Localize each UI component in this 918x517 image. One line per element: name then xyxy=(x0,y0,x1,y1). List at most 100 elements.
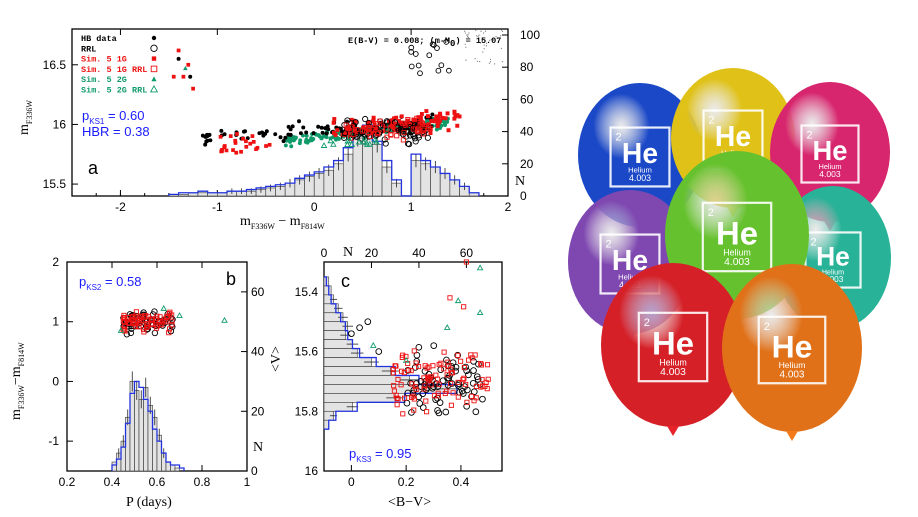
point-sim-2g xyxy=(441,119,446,124)
element-mass: 4.003 xyxy=(823,275,844,284)
point-sim-2g xyxy=(319,136,324,141)
point-hb-data xyxy=(316,124,321,129)
point-sim-1g-rrl xyxy=(461,375,467,381)
point-rrl xyxy=(429,41,436,48)
balloon-body xyxy=(578,83,702,227)
point-sim-1g xyxy=(251,140,256,144)
point-rrl xyxy=(465,371,472,379)
point-sim-1g xyxy=(344,127,349,132)
y-tick-label: 16 xyxy=(53,117,67,131)
point-sim-1g-rrl xyxy=(485,376,491,382)
element-name: Helium xyxy=(818,162,841,171)
balloon-shade xyxy=(770,82,890,222)
legend-marker xyxy=(151,76,157,82)
point-sim-1g xyxy=(392,116,397,121)
point-sim-1g xyxy=(443,116,448,121)
point-rrl xyxy=(395,127,402,134)
point-sim-1g xyxy=(241,136,245,141)
point-sim-1g-rrl xyxy=(393,363,399,369)
point-rrl xyxy=(448,363,455,370)
element-name: Helium xyxy=(723,248,751,258)
y-tick-label: 2 xyxy=(52,255,59,269)
point-sim-1g-rrl xyxy=(449,370,455,376)
point-hb-data xyxy=(298,131,303,136)
point-faint xyxy=(464,43,466,45)
point-sim-1g-rrl xyxy=(399,368,405,374)
point-sim-2g-rrl xyxy=(327,137,334,144)
point-hb-data xyxy=(243,129,248,134)
point-faint xyxy=(489,58,492,60)
element-mass: 4.003 xyxy=(724,257,750,268)
point-sim-2g-rrl xyxy=(371,136,379,143)
point-sim-1g-rrl xyxy=(484,386,490,392)
point-faint xyxy=(489,39,491,41)
element-symbol: He xyxy=(716,215,758,252)
point-sim-1g-rrl xyxy=(367,133,373,140)
point-rrl xyxy=(348,330,355,337)
point-rrl xyxy=(432,396,440,403)
point-sim-1g-rrl xyxy=(130,317,136,323)
point-rrl xyxy=(424,134,431,141)
point-sim-1g-rrl xyxy=(391,383,397,389)
y-tick-label: 15.6 xyxy=(295,345,319,359)
point-sim-1g-rrl xyxy=(400,120,406,126)
point-sim-1g-rrl xyxy=(446,363,452,369)
element-number: 2 xyxy=(616,132,622,144)
point-rrl xyxy=(408,44,415,51)
point-sim-1g xyxy=(228,134,233,139)
top-tick-label: 20 xyxy=(365,246,379,260)
point-sim-1g-rrl xyxy=(400,137,406,143)
point-sim-1g-rrl xyxy=(359,128,365,134)
point-rrl xyxy=(408,63,415,70)
panel-c-xlabel: <B−V> xyxy=(388,495,431,510)
point-sim-1g-rrl xyxy=(425,374,431,380)
point-sim-1g xyxy=(233,141,238,145)
y-tick-label: 16.5 xyxy=(43,58,67,72)
point-faint xyxy=(483,44,485,46)
point-rrl xyxy=(442,408,450,416)
x-tick-label: 0.6 xyxy=(149,475,166,489)
point-sim-1g xyxy=(176,48,181,53)
element-number: 2 xyxy=(764,321,770,333)
point-sim-1g xyxy=(372,122,377,127)
point-hb-data xyxy=(205,138,210,143)
balloon-body xyxy=(601,263,745,427)
panel-b-points xyxy=(117,304,228,338)
point-faint xyxy=(478,34,480,36)
point-rrl xyxy=(435,409,443,417)
element-number: 2 xyxy=(807,130,813,142)
point-sim-1g xyxy=(335,128,340,133)
point-sim-1g xyxy=(233,138,238,143)
x-tick-label: 0 xyxy=(311,200,318,214)
x-tick-label: -1 xyxy=(212,200,223,214)
point-faint xyxy=(500,29,503,31)
element-mass: 4.003 xyxy=(660,367,686,378)
point-sim-1g xyxy=(455,113,460,118)
point-hb-data xyxy=(326,127,331,132)
point-sim-1g xyxy=(353,119,358,124)
point-rrl xyxy=(403,399,411,407)
point-faint xyxy=(482,51,484,53)
point-faint xyxy=(475,29,477,31)
point-rrl xyxy=(127,329,135,337)
panel-a-n-label: N xyxy=(515,174,525,189)
legend-label: Sim. 5 1G RRL xyxy=(81,65,147,75)
element-box xyxy=(637,311,709,383)
point-rrl xyxy=(479,395,486,403)
point-sim-1g xyxy=(361,125,366,130)
point-rrl xyxy=(462,363,469,371)
legend-label: RRL xyxy=(81,44,96,54)
point-sim-1g-rrl xyxy=(469,355,475,361)
hist-sim-outline xyxy=(168,124,480,197)
point-sim-1g-rrl xyxy=(148,316,155,322)
panel-b-histogram xyxy=(111,371,185,472)
element-symbol: He xyxy=(652,325,694,362)
point-sim-1g-rrl xyxy=(395,376,401,383)
point-sim-1g-rrl xyxy=(384,126,390,132)
point-sim-1g-rrl xyxy=(422,363,428,369)
point-rrl xyxy=(443,39,450,45)
point-faint xyxy=(467,36,470,38)
point-hb-data xyxy=(176,56,181,61)
point-faint xyxy=(464,32,466,34)
